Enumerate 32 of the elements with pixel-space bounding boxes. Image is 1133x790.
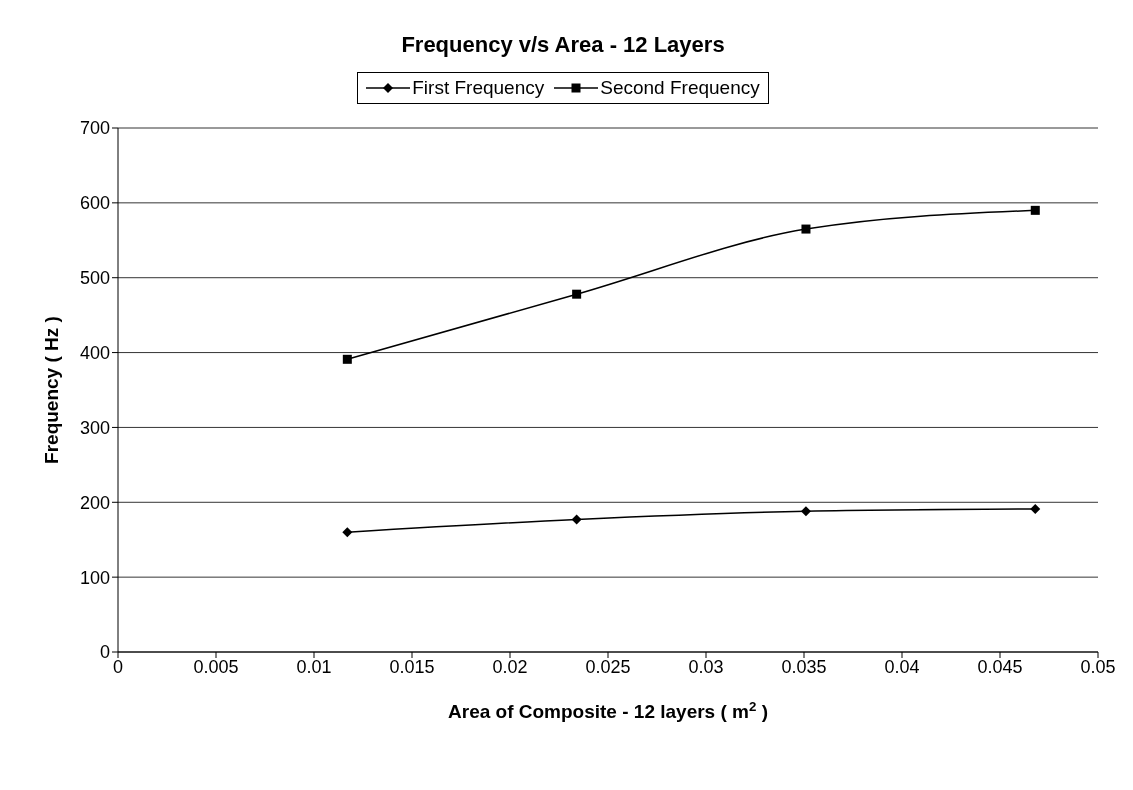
point — [801, 224, 811, 234]
y-tick-label: 0 — [99, 642, 110, 663]
point — [342, 527, 353, 538]
y-tick-label: 700 — [79, 118, 110, 139]
x-axis-title: Area of Composite - 12 layers ( m$^{2}$ ) — [448, 698, 768, 722]
y-tick-label: 300 — [79, 417, 110, 438]
x-tick-label: 0.05 — [1080, 656, 1116, 677]
y-tick-label: 400 — [79, 342, 110, 363]
x-tick-label: 0.035 — [781, 656, 827, 677]
y-axis-title: Frequency ( Hz ) — [41, 316, 62, 464]
x-tick-label: 0.04 — [884, 656, 920, 677]
x-tick-label: 0.045 — [977, 656, 1023, 677]
point — [1030, 205, 1040, 215]
y-tick-label: 100 — [79, 567, 110, 588]
point — [572, 289, 582, 299]
x-tick-label: 0.015 — [389, 656, 435, 677]
point — [571, 514, 582, 525]
y-tick-label: 600 — [79, 193, 110, 214]
y-tick-label: 200 — [79, 492, 110, 513]
point — [800, 506, 811, 517]
legend-label: Second Frequency — [600, 77, 760, 99]
x-tick-label: 0.02 — [492, 656, 528, 677]
legend-label: First Frequency — [412, 77, 545, 99]
x-tick-label: 0.025 — [585, 656, 631, 677]
x-tick-label: 0.01 — [296, 656, 332, 677]
y-tick-label: 500 — [79, 268, 110, 289]
x-tick-label: 0 — [112, 656, 124, 677]
point — [342, 354, 352, 364]
point — [1030, 504, 1041, 515]
chart-title: Frequency v/s Area - 12 Layers — [400, 31, 726, 58]
x-tick-label: 0.03 — [688, 656, 724, 677]
x-tick-label: 0.005 — [193, 656, 239, 677]
